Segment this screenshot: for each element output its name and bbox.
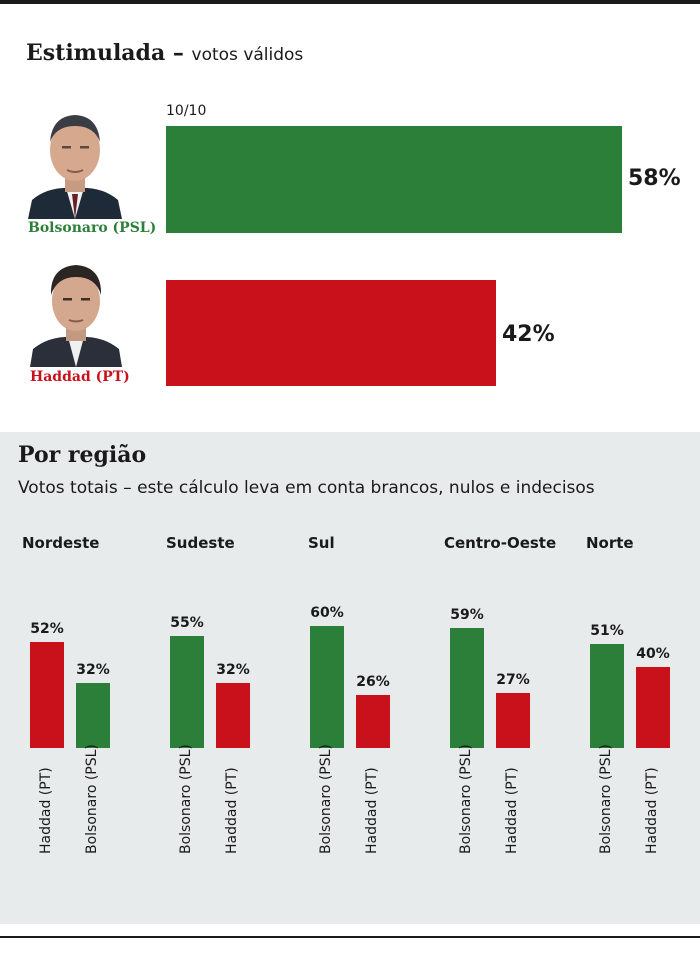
region-panel	[0, 432, 700, 924]
region-name-sul: Sul	[308, 534, 335, 552]
chart-subtitle: votos válidos	[191, 45, 304, 65]
bottom-rule	[0, 936, 700, 938]
region-name-centro-oeste: Centro-Oeste	[444, 534, 557, 552]
chart-title: Estimulada – votos válidos	[26, 40, 303, 66]
axis-label-norte-haddad: Haddad (PT)	[644, 767, 660, 854]
bar-centro-oeste-haddad	[496, 693, 530, 748]
axis-label-sudeste-haddad: Haddad (PT)	[224, 767, 240, 854]
bar-label-haddad: 42%	[502, 322, 555, 347]
bolsonaro-portrait	[28, 115, 122, 219]
axis-label-centro-oeste-bolsonaro: Bolsonaro (PSL)	[458, 744, 474, 854]
value-label-nordeste-bolsonaro: 32%	[76, 662, 110, 678]
region-name-sudeste: Sudeste	[166, 534, 235, 552]
bar-haddad	[166, 280, 496, 386]
region-name-nordeste: Nordeste	[22, 534, 100, 552]
axis-label-nordeste-bolsonaro: Bolsonaro (PSL)	[84, 744, 100, 854]
bar-bolsonaro	[166, 126, 622, 233]
axis-label-centro-oeste-haddad: Haddad (PT)	[504, 767, 520, 854]
value-label-centro-oeste-bolsonaro: 59%	[450, 607, 484, 623]
axis-label-nordeste-haddad: Haddad (PT)	[38, 767, 54, 854]
bar-sudeste-haddad	[216, 683, 250, 748]
haddad-portrait	[30, 265, 122, 367]
bar-sudeste-bolsonaro	[170, 636, 204, 748]
value-label-nordeste-haddad: 52%	[30, 621, 64, 637]
bar-sul-haddad	[356, 695, 390, 748]
value-label-centro-oeste-haddad: 27%	[496, 672, 530, 688]
bar-centro-oeste-bolsonaro	[450, 628, 484, 748]
value-label-norte-bolsonaro: 51%	[590, 623, 624, 639]
axis-label-norte-bolsonaro: Bolsonaro (PSL)	[598, 744, 614, 854]
region-title: Por região	[18, 442, 147, 468]
bar-label-bolsonaro: 58%	[628, 166, 681, 191]
top-rule	[0, 0, 700, 4]
bolsonaro-name: Bolsonaro (PSL)	[28, 220, 157, 236]
chart-title-bold: Estimulada	[26, 40, 166, 66]
axis-label-sul-bolsonaro: Bolsonaro (PSL)	[318, 744, 334, 854]
value-label-sul-bolsonaro: 60%	[310, 605, 344, 621]
value-label-sudeste-haddad: 32%	[216, 662, 250, 678]
region-subtitle: Votos totais – este cálculo leva em cont…	[18, 478, 595, 498]
axis-label-sul-haddad: Haddad (PT)	[364, 767, 380, 854]
chart-title-dash: –	[165, 40, 192, 66]
region-name-norte: Norte	[586, 534, 634, 552]
value-label-sudeste-bolsonaro: 55%	[170, 615, 204, 631]
bar-nordeste-haddad	[30, 642, 64, 748]
bar-norte-haddad	[636, 667, 670, 748]
bar-nordeste-bolsonaro	[76, 683, 110, 748]
axis-label-sudeste-bolsonaro: Bolsonaro (PSL)	[178, 744, 194, 854]
value-label-norte-haddad: 40%	[636, 646, 670, 662]
bar-norte-bolsonaro	[590, 644, 624, 748]
value-label-sul-haddad: 26%	[356, 674, 390, 690]
haddad-name: Haddad (PT)	[30, 369, 130, 385]
bar-sul-bolsonaro	[310, 626, 344, 748]
poll-date: 10/10	[166, 103, 207, 119]
